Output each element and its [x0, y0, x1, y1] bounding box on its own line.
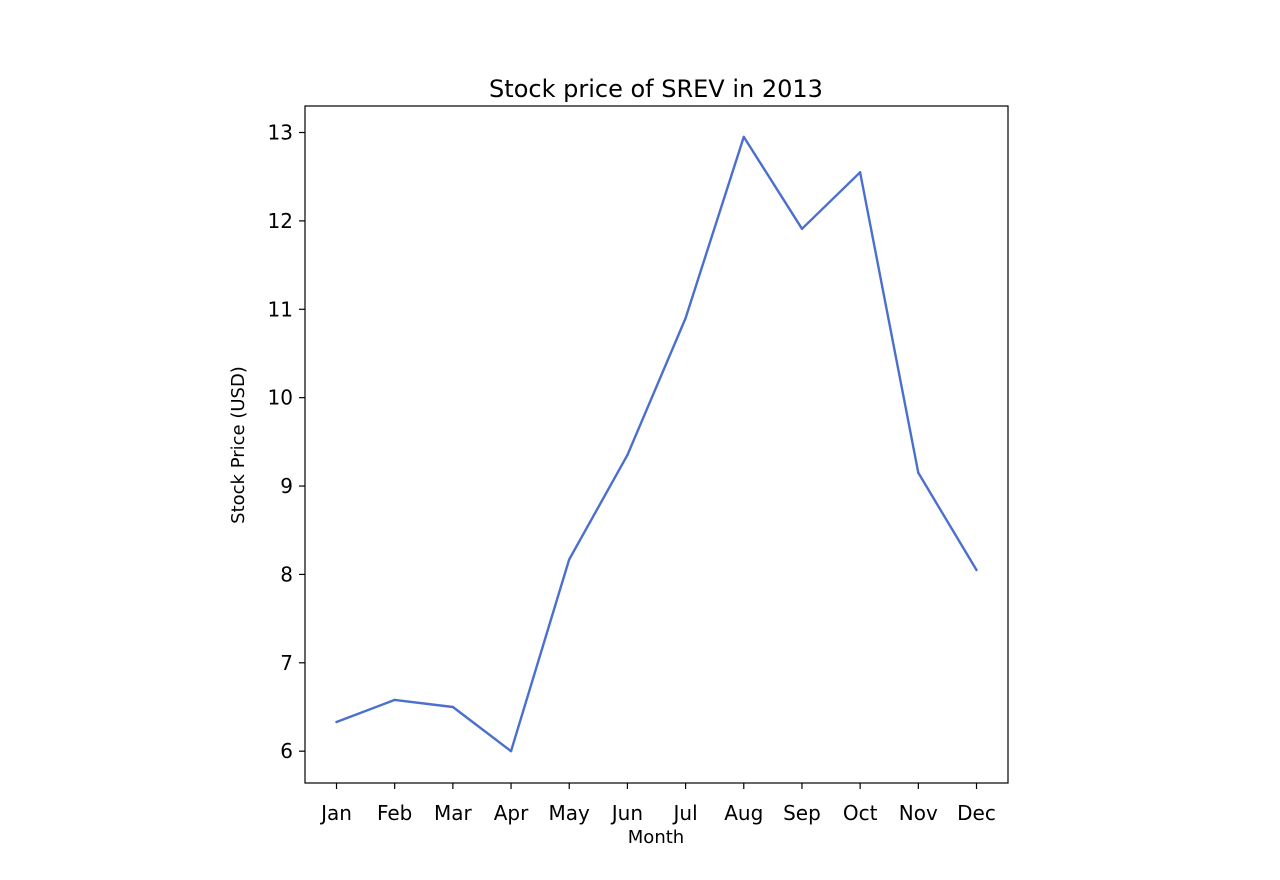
x-tick-label: Oct — [843, 801, 878, 825]
x-tick-label: Mar — [434, 801, 473, 825]
x-tick-label: Sep — [783, 801, 821, 825]
x-tick-label: May — [549, 801, 591, 825]
x-tick-label: Jun — [610, 801, 643, 825]
y-tick-label: 6 — [280, 739, 293, 763]
data-point — [858, 171, 862, 174]
y-tick-label: 10 — [268, 386, 293, 410]
data-point — [917, 471, 920, 474]
x-tick-label: Jan — [319, 801, 352, 825]
data-point — [626, 453, 629, 457]
chart-title: Stock price of SREV in 2013 — [489, 75, 823, 103]
y-tick-label: 7 — [280, 651, 293, 675]
data-point — [684, 316, 687, 320]
y-axis-title: Stock Price (USD) — [228, 366, 249, 524]
data-point — [393, 698, 396, 702]
data-point — [800, 227, 804, 231]
data-point — [335, 720, 338, 724]
y-tick-label: 9 — [280, 474, 293, 498]
y-tick-label: 13 — [268, 121, 293, 145]
plot-area-frame — [304, 105, 1009, 784]
x-tick-label: Feb — [377, 801, 412, 825]
x-tick-label: Jul — [672, 801, 698, 825]
data-point — [451, 705, 455, 709]
y-tick-label: 8 — [280, 562, 293, 586]
x-tick-label: Apr — [494, 801, 529, 825]
x-tick-label: Aug — [724, 801, 763, 825]
x-tick-label: Dec — [957, 801, 996, 825]
y-tick-label: 11 — [268, 297, 293, 321]
data-point — [742, 135, 745, 139]
y-tick-label: 12 — [268, 209, 293, 233]
series-layer — [335, 135, 978, 753]
data-point — [975, 568, 978, 572]
x-tick-label: Nov — [899, 801, 938, 825]
y-axis: 6 7 8 9 10 11 12 13 — [268, 121, 305, 763]
data-point — [509, 749, 513, 753]
x-axis-title: Month — [628, 827, 684, 848]
series-line — [335, 135, 978, 753]
data-point — [568, 558, 571, 561]
x-axis: Jan Feb Mar Apr May Jun Jul Aug Sep Oct Nov Dec — [319, 783, 996, 825]
